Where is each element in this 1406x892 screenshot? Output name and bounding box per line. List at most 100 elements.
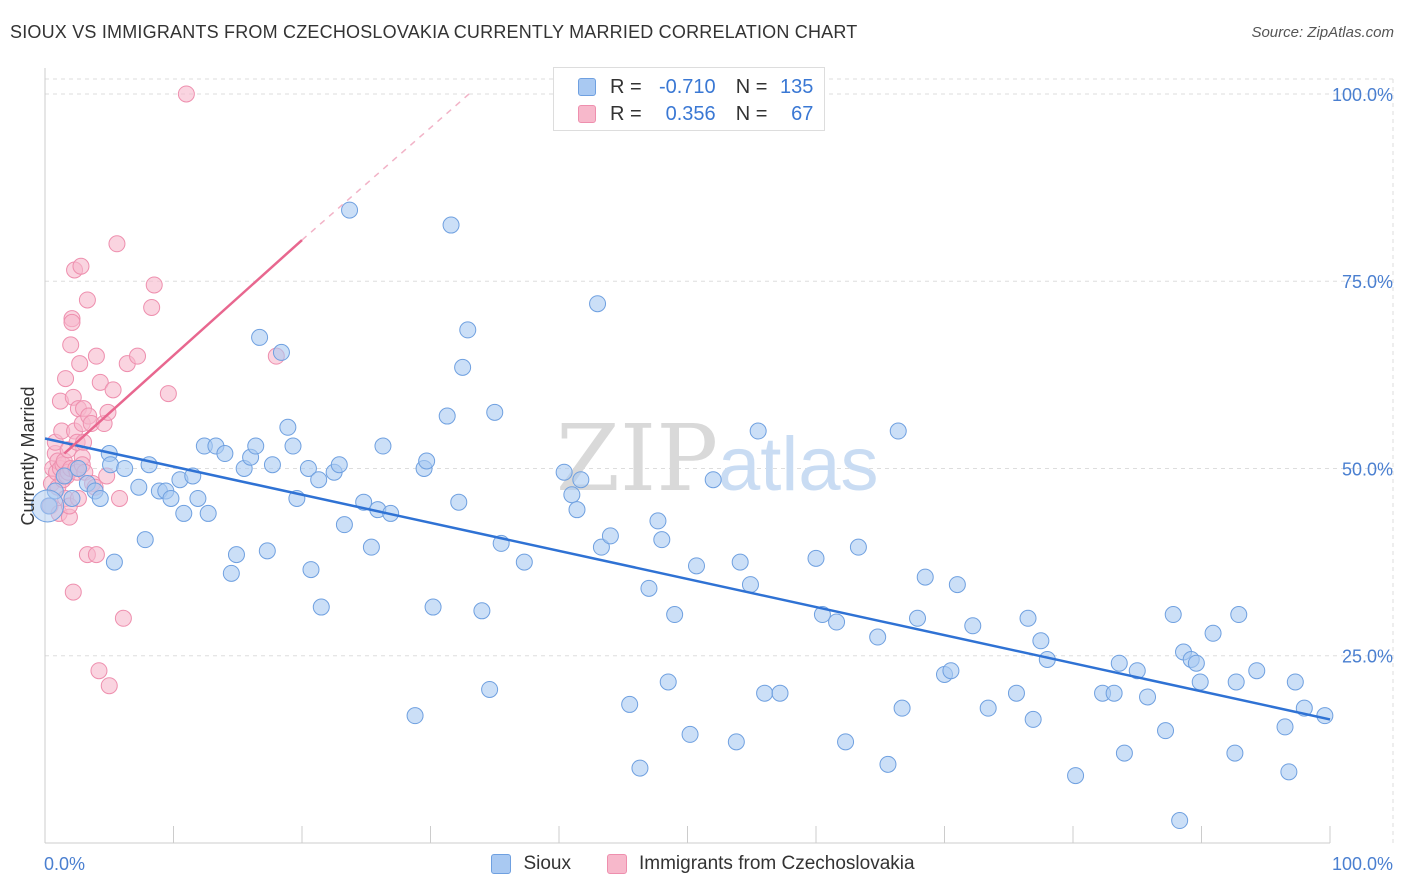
sioux-point [649, 512, 667, 530]
sioux-point [247, 437, 265, 455]
legend-r-value-sioux: -0.710 [658, 75, 716, 98]
sioux-point [572, 471, 590, 489]
sioux-point [189, 489, 207, 507]
legend-n-label: N = [735, 102, 768, 125]
sioux-point [341, 201, 359, 219]
sioux-point [116, 459, 134, 477]
sioux-point [807, 549, 825, 567]
sioux-point [473, 602, 491, 620]
legend-n-value-czech: 67 [791, 102, 814, 125]
sioux-point [362, 538, 380, 556]
czech-point [177, 85, 195, 103]
czech-point [114, 609, 132, 627]
sioux-point [731, 553, 749, 571]
sioux-point [1019, 609, 1037, 627]
sioux-point [621, 695, 639, 713]
sioux-point [335, 516, 353, 534]
y-tick-label: 50.0% [1342, 459, 1393, 479]
watermark-atlas: atlas [718, 422, 879, 507]
sioux-point [948, 576, 966, 594]
sioux-point [69, 459, 87, 477]
sioux-point [374, 437, 392, 455]
sioux-point [1187, 654, 1205, 672]
sioux-point [515, 553, 533, 571]
czech-point [100, 677, 118, 695]
sioux-point [55, 467, 73, 485]
sioux-point [666, 606, 684, 624]
trend-lines [44, 93, 1331, 721]
sioux-point [227, 546, 245, 564]
czech-trend-line [63, 239, 303, 455]
czech-point [108, 235, 126, 253]
czech-point [63, 313, 81, 331]
sioux-point [312, 598, 330, 616]
sioux-point [889, 422, 907, 440]
legend-row-czech: R = 0.356 N = 67 [578, 102, 813, 126]
sioux-point [837, 733, 855, 751]
legend-swatch-czech [578, 105, 596, 123]
sioux-point [756, 684, 774, 702]
sioux-point [979, 699, 997, 717]
sioux-point [942, 662, 960, 680]
czech-point [159, 385, 177, 403]
x-tick-label-start: 0.0% [44, 854, 85, 874]
sioux-point [1105, 684, 1123, 702]
watermark-zip: ZIP [556, 405, 718, 512]
sioux-point [91, 489, 109, 507]
czech-point [87, 347, 105, 365]
sioux-point [424, 598, 442, 616]
sioux-point [1007, 684, 1025, 702]
y-tick-label: 25.0% [1342, 647, 1393, 667]
sioux-point [704, 471, 722, 489]
sioux-point [1276, 718, 1294, 736]
czech-point [111, 489, 129, 507]
legend-stats: R = -0.710 N = 135 R = 0.356 N = 67 [553, 67, 825, 131]
sioux-point [199, 504, 217, 522]
legend-bottom-swatch-czech [606, 854, 627, 874]
czech-points [41, 85, 285, 695]
sioux-point [568, 501, 586, 519]
y-tick-label: 75.0% [1342, 272, 1393, 292]
sioux-point [302, 561, 320, 579]
sioux-points [31, 201, 1334, 830]
sioux-point [299, 459, 317, 477]
legend-n-label: N = [735, 75, 768, 98]
sioux-point [1164, 606, 1182, 624]
sioux-point [849, 538, 867, 556]
x-tick-label-end: 100.0% [1332, 854, 1393, 874]
watermark: ZIP atlas [556, 405, 879, 512]
czech-point [72, 257, 90, 275]
legend-bottom-swatch-sioux [491, 854, 512, 874]
sioux-point [251, 328, 269, 346]
sioux-point [442, 216, 460, 234]
sioux-point [601, 527, 619, 545]
czech-point [57, 370, 75, 388]
legend-swatch-sioux [578, 78, 596, 96]
sioux-trend-line [44, 437, 1331, 721]
source-label: Source: ZipAtlas.com [1251, 24, 1394, 41]
sioux-point [450, 493, 468, 511]
sioux-point [555, 463, 573, 481]
sioux-point [330, 456, 348, 474]
sioux-point [1191, 673, 1209, 691]
czech-point [62, 336, 80, 354]
legend-row-sioux: R = -0.710 N = 135 [578, 75, 813, 99]
y-tick-label: 100.0% [1332, 85, 1393, 105]
legend-item-sioux: Sioux [491, 853, 571, 875]
czech-point [64, 583, 82, 601]
sioux-point [653, 531, 671, 549]
tick-labels: 25.0% 50.0% 75.0% 100.0% 0.0% 100.0% [44, 85, 1393, 874]
sioux-point [592, 538, 610, 556]
sioux-point [687, 557, 705, 575]
czech-point [87, 546, 105, 564]
sioux-point [263, 456, 281, 474]
sioux-point [102, 456, 120, 474]
chart-title: SIOUX VS IMMIGRANTS FROM CZECHOSLOVAKIA … [10, 22, 858, 42]
sioux-point [1316, 707, 1334, 725]
sioux-point [1139, 688, 1157, 706]
sioux-point [162, 489, 180, 507]
sioux-point [1226, 744, 1244, 762]
sioux-point [828, 613, 846, 631]
czech-point [78, 291, 96, 309]
sioux-point [909, 609, 927, 627]
